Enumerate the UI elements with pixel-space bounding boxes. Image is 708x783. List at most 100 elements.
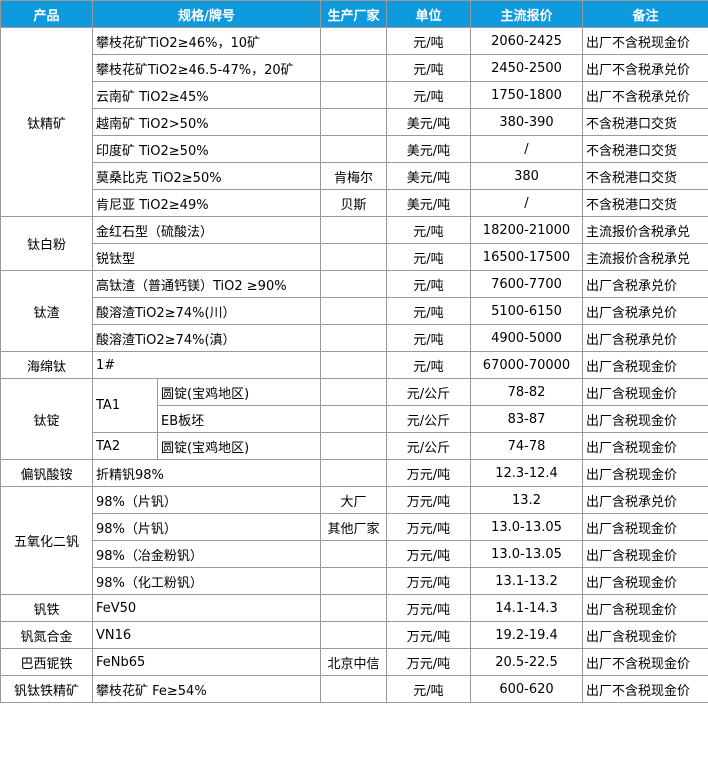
table-row: 钒铁 FeV50 万元/吨 14.1-14.3 出厂含税现金价	[0, 594, 708, 622]
maker-cell	[320, 135, 387, 163]
note-cell: 出厂不含税现金价	[582, 648, 708, 676]
note-cell: 出厂含税承兑价	[582, 270, 708, 298]
spec-cell: FeNb65	[92, 648, 321, 676]
price-cell: 20.5-22.5	[470, 648, 583, 676]
price-cell: 16500-17500	[470, 243, 583, 271]
maker-cell	[320, 378, 387, 406]
price-cell: 14.1-14.3	[470, 594, 583, 622]
price-cell: 2450-2500	[470, 54, 583, 82]
unit-cell: 元/吨	[386, 27, 471, 55]
price-cell: 4900-5000	[470, 324, 583, 352]
price-table: 产品 规格/牌号 生产厂家 单位 主流报价 备注 钛精矿 攀枝花矿TiO2≥46%，10矿元…	[0, 0, 708, 703]
note-cell: 主流报价含税承兑	[582, 243, 708, 271]
table-row: 云南矿 TiO2≥45% 元/吨 1750-1800 出厂不含税承兑价	[1, 81, 708, 109]
table-row: TA2 圆锭(宝鸡地区) 元/公斤 74-78 出厂含税现金价	[1, 432, 708, 460]
maker-cell	[320, 216, 387, 244]
note-cell: 出厂含税现金价	[582, 459, 708, 487]
maker-cell	[320, 432, 387, 460]
product-cell: 钒铁	[0, 594, 93, 622]
unit-cell: 万元/吨	[386, 540, 471, 568]
maker-cell	[320, 108, 387, 136]
form-cell: EB板坯	[157, 405, 321, 433]
spec-cell: 攀枝花矿TiO2≥46%，10矿	[92, 27, 321, 55]
price-cell: /	[470, 189, 583, 217]
table-row: 钛锭 TA1 圆锭(宝鸡地区) 元/公斤 78-82 出厂含税现金价	[0, 378, 708, 460]
unit-cell: 元/公斤	[386, 432, 471, 460]
table-row: 偏钒酸铵 折精钒98% 万元/吨 12.3-12.4 出厂含税现金价	[0, 459, 708, 487]
form-cell: 圆锭(宝鸡地区)	[157, 432, 321, 460]
note-cell: 不含税港口交货	[582, 189, 708, 217]
product-cell: 钛精矿	[0, 27, 93, 217]
price-cell: 1750-1800	[470, 81, 583, 109]
price-cell: 380-390	[470, 108, 583, 136]
table-row: 98%（片钒） 其他厂家 万元/吨 13.0-13.05 出厂含税现金价	[1, 513, 708, 541]
grade-cell: TA2	[92, 432, 158, 460]
maker-cell	[320, 621, 387, 649]
table-row: 酸溶渣TiO2≥74%(川） 元/吨 5100-6150 出厂含税承兑价	[1, 297, 708, 325]
table-row: 巴西铌铁 FeNb65 北京中信 万元/吨 20.5-22.5 出厂不含税现金价	[0, 648, 708, 676]
price-cell: 83-87	[470, 405, 583, 433]
price-cell: 600-620	[470, 675, 583, 703]
table-row: 98%（冶金粉钒） 万元/吨 13.0-13.05 出厂含税现金价	[1, 540, 708, 568]
unit-cell: 元/吨	[386, 81, 471, 109]
note-cell: 出厂不含税现金价	[582, 675, 708, 703]
unit-cell: 万元/吨	[386, 621, 471, 649]
spec-cell: VN16	[92, 621, 321, 649]
maker-cell	[320, 243, 387, 271]
price-cell: 13.0-13.05	[470, 513, 583, 541]
price-cell: 7600-7700	[470, 270, 583, 298]
spec-cell: 金红石型（硫酸法）	[92, 216, 321, 244]
unit-cell: 元/公斤	[386, 405, 471, 433]
maker-cell	[320, 459, 387, 487]
note-cell: 出厂不含税承兑价	[582, 81, 708, 109]
table-row: 钛渣 高钛渣（普通钙镁）TiO2 ≥90% 元/吨 7600-7700 出厂含税承兑价	[0, 270, 708, 352]
spec-cell: 酸溶渣TiO2≥74%(滇）	[92, 324, 321, 352]
maker-cell: 其他厂家	[320, 513, 387, 541]
price-cell: 13.1-13.2	[470, 567, 583, 595]
note-cell: 出厂含税承兑价	[582, 486, 708, 514]
note-cell: 出厂含税现金价	[582, 594, 708, 622]
spec-cell: 攀枝花矿 Fe≥54%	[92, 675, 321, 703]
price-cell: /	[470, 135, 583, 163]
unit-cell: 万元/吨	[386, 594, 471, 622]
table-body: 钛精矿 攀枝花矿TiO2≥46%，10矿 元/吨 2060-2425 出厂不含税现金价攀…	[0, 27, 708, 703]
price-cell: 74-78	[470, 432, 583, 460]
table-row: 海绵钛 1# 元/吨 67000-70000 出厂含税现金价	[0, 351, 708, 379]
maker-cell	[320, 324, 387, 352]
note-cell: 出厂含税现金价	[582, 567, 708, 595]
product-cell: 钛渣	[0, 270, 93, 352]
price-cell: 13.2	[470, 486, 583, 514]
maker-cell	[320, 405, 387, 433]
maker-cell: 肯梅尔	[320, 162, 387, 190]
unit-cell: 万元/吨	[386, 648, 471, 676]
spec-cell: 锐钛型	[92, 243, 321, 271]
price-cell: 2060-2425	[470, 27, 583, 55]
product-cell: 巴西铌铁	[0, 648, 93, 676]
table-row: 钛精矿 攀枝花矿TiO2≥46%，10矿 元/吨 2060-2425 出厂不含税现金价	[0, 27, 708, 217]
note-cell: 出厂含税现金价	[582, 513, 708, 541]
note-cell: 出厂含税现金价	[582, 351, 708, 379]
spec-cell: 98%（片钒）	[92, 513, 321, 541]
maker-cell	[320, 54, 387, 82]
spec-cell: 莫桑比克 TiO2≥50%	[92, 162, 321, 190]
header-cell: 主流报价	[470, 0, 583, 28]
maker-cell	[320, 594, 387, 622]
note-cell: 不含税港口交货	[582, 108, 708, 136]
unit-cell: 元/吨	[386, 243, 471, 271]
unit-cell: 万元/吨	[386, 567, 471, 595]
unit-cell: 万元/吨	[386, 459, 471, 487]
spec-cell: 酸溶渣TiO2≥74%(川）	[92, 297, 321, 325]
table-row: 钒钛铁精矿 攀枝花矿 Fe≥54% 元/吨 600-620 出厂不含税现金价	[0, 675, 708, 703]
table-row: 攀枝花矿TiO2≥46.5-47%，20矿 元/吨 2450-2500 出厂不含税承兑…	[1, 54, 708, 82]
header-cell: 生产厂家	[320, 0, 387, 28]
product-cell: 五氧化二钒	[0, 486, 93, 595]
note-cell: 出厂含税承兑价	[582, 324, 708, 352]
maker-cell	[320, 27, 387, 55]
maker-cell	[320, 351, 387, 379]
price-cell: 12.3-12.4	[470, 459, 583, 487]
spec-cell: 折精钒98%	[92, 459, 321, 487]
header-cell: 规格/牌号	[92, 0, 321, 28]
unit-cell: 万元/吨	[386, 513, 471, 541]
maker-cell	[320, 81, 387, 109]
